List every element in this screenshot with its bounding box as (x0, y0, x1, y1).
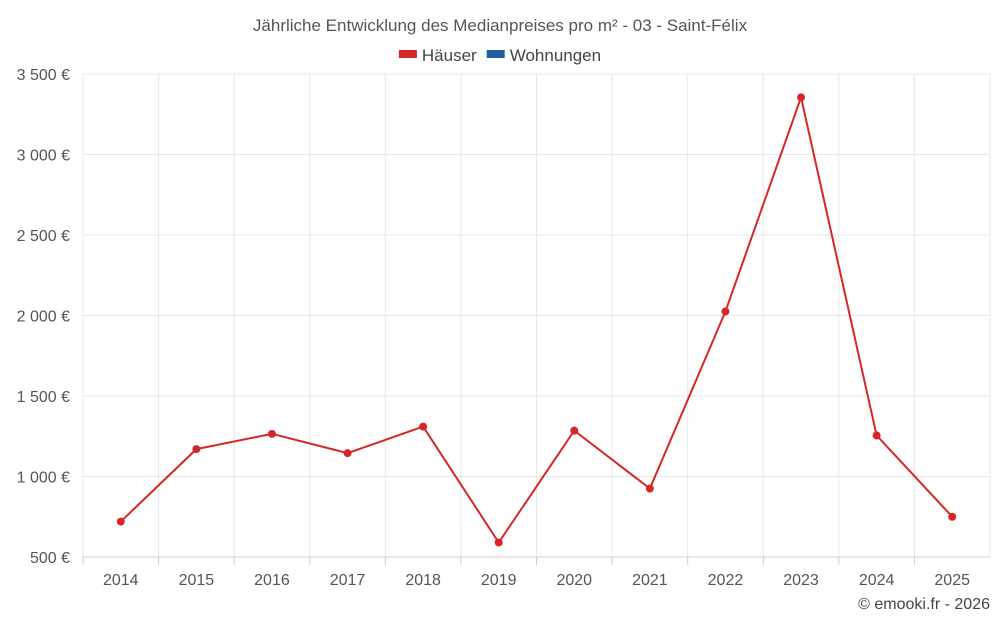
data-point[interactable] (419, 422, 428, 431)
x-tick-label: 2014 (103, 572, 139, 589)
x-tick-label: 2022 (708, 572, 744, 589)
x-tick-label: 2023 (783, 572, 819, 589)
x-tick-label: 2020 (556, 572, 592, 589)
x-tick-label: 2024 (859, 572, 895, 589)
data-point[interactable] (267, 429, 276, 438)
data-point[interactable] (192, 445, 201, 454)
y-tick-label: 1 000 € (17, 470, 70, 487)
legend: Häuser Wohnungen (398, 46, 601, 65)
legend-swatch (486, 50, 505, 58)
legend-item-1[interactable]: Häuser (398, 46, 477, 65)
x-tick-label: 2021 (632, 572, 668, 589)
x-tick-label: 2016 (254, 572, 290, 589)
data-point[interactable] (343, 449, 352, 458)
x-tick-label: 2017 (330, 572, 366, 589)
gridlines (82, 73, 991, 558)
y-tick-label: 3 500 € (17, 67, 70, 84)
y-tick-label: 1 500 € (17, 389, 70, 406)
legend-label: Häuser (422, 46, 477, 65)
data-point[interactable] (797, 93, 806, 102)
legend-item-2[interactable]: Wohnungen (486, 46, 601, 65)
y-axis: 500 € 1 000 € 1 500 € 2 000 € 2 500 € 3 000 €… (17, 67, 70, 567)
legend-label: Wohnungen (510, 46, 601, 65)
y-tick-label: 3 000 € (17, 148, 70, 165)
data-point[interactable] (872, 431, 881, 440)
x-tick-label: 2015 (179, 572, 215, 589)
legend-swatch (398, 50, 417, 58)
data-point[interactable] (116, 517, 125, 526)
y-tick-label: 2 500 € (17, 228, 70, 245)
x-tick-label: 2025 (934, 572, 970, 589)
series-layer (116, 93, 957, 547)
x-axis: 2014 2015 2016 2017 2018 2019 2020 2021 2022 2023… (82, 557, 970, 589)
y-tick-label: 2 000 € (17, 309, 70, 326)
x-tick-label: 2018 (405, 572, 441, 589)
data-point[interactable] (645, 484, 654, 493)
chart-title: Jährliche Entwicklung des Medianpreises … (253, 16, 748, 35)
y-tick-label: 500 € (30, 550, 70, 567)
series-line-1 (120, 96, 953, 544)
data-point[interactable] (570, 426, 579, 435)
data-point[interactable] (948, 512, 957, 521)
copyright-credit: © emooki.fr - 2026 (858, 596, 990, 613)
data-point[interactable] (721, 307, 730, 316)
data-point[interactable] (494, 538, 503, 547)
x-tick-label: 2019 (481, 572, 517, 589)
